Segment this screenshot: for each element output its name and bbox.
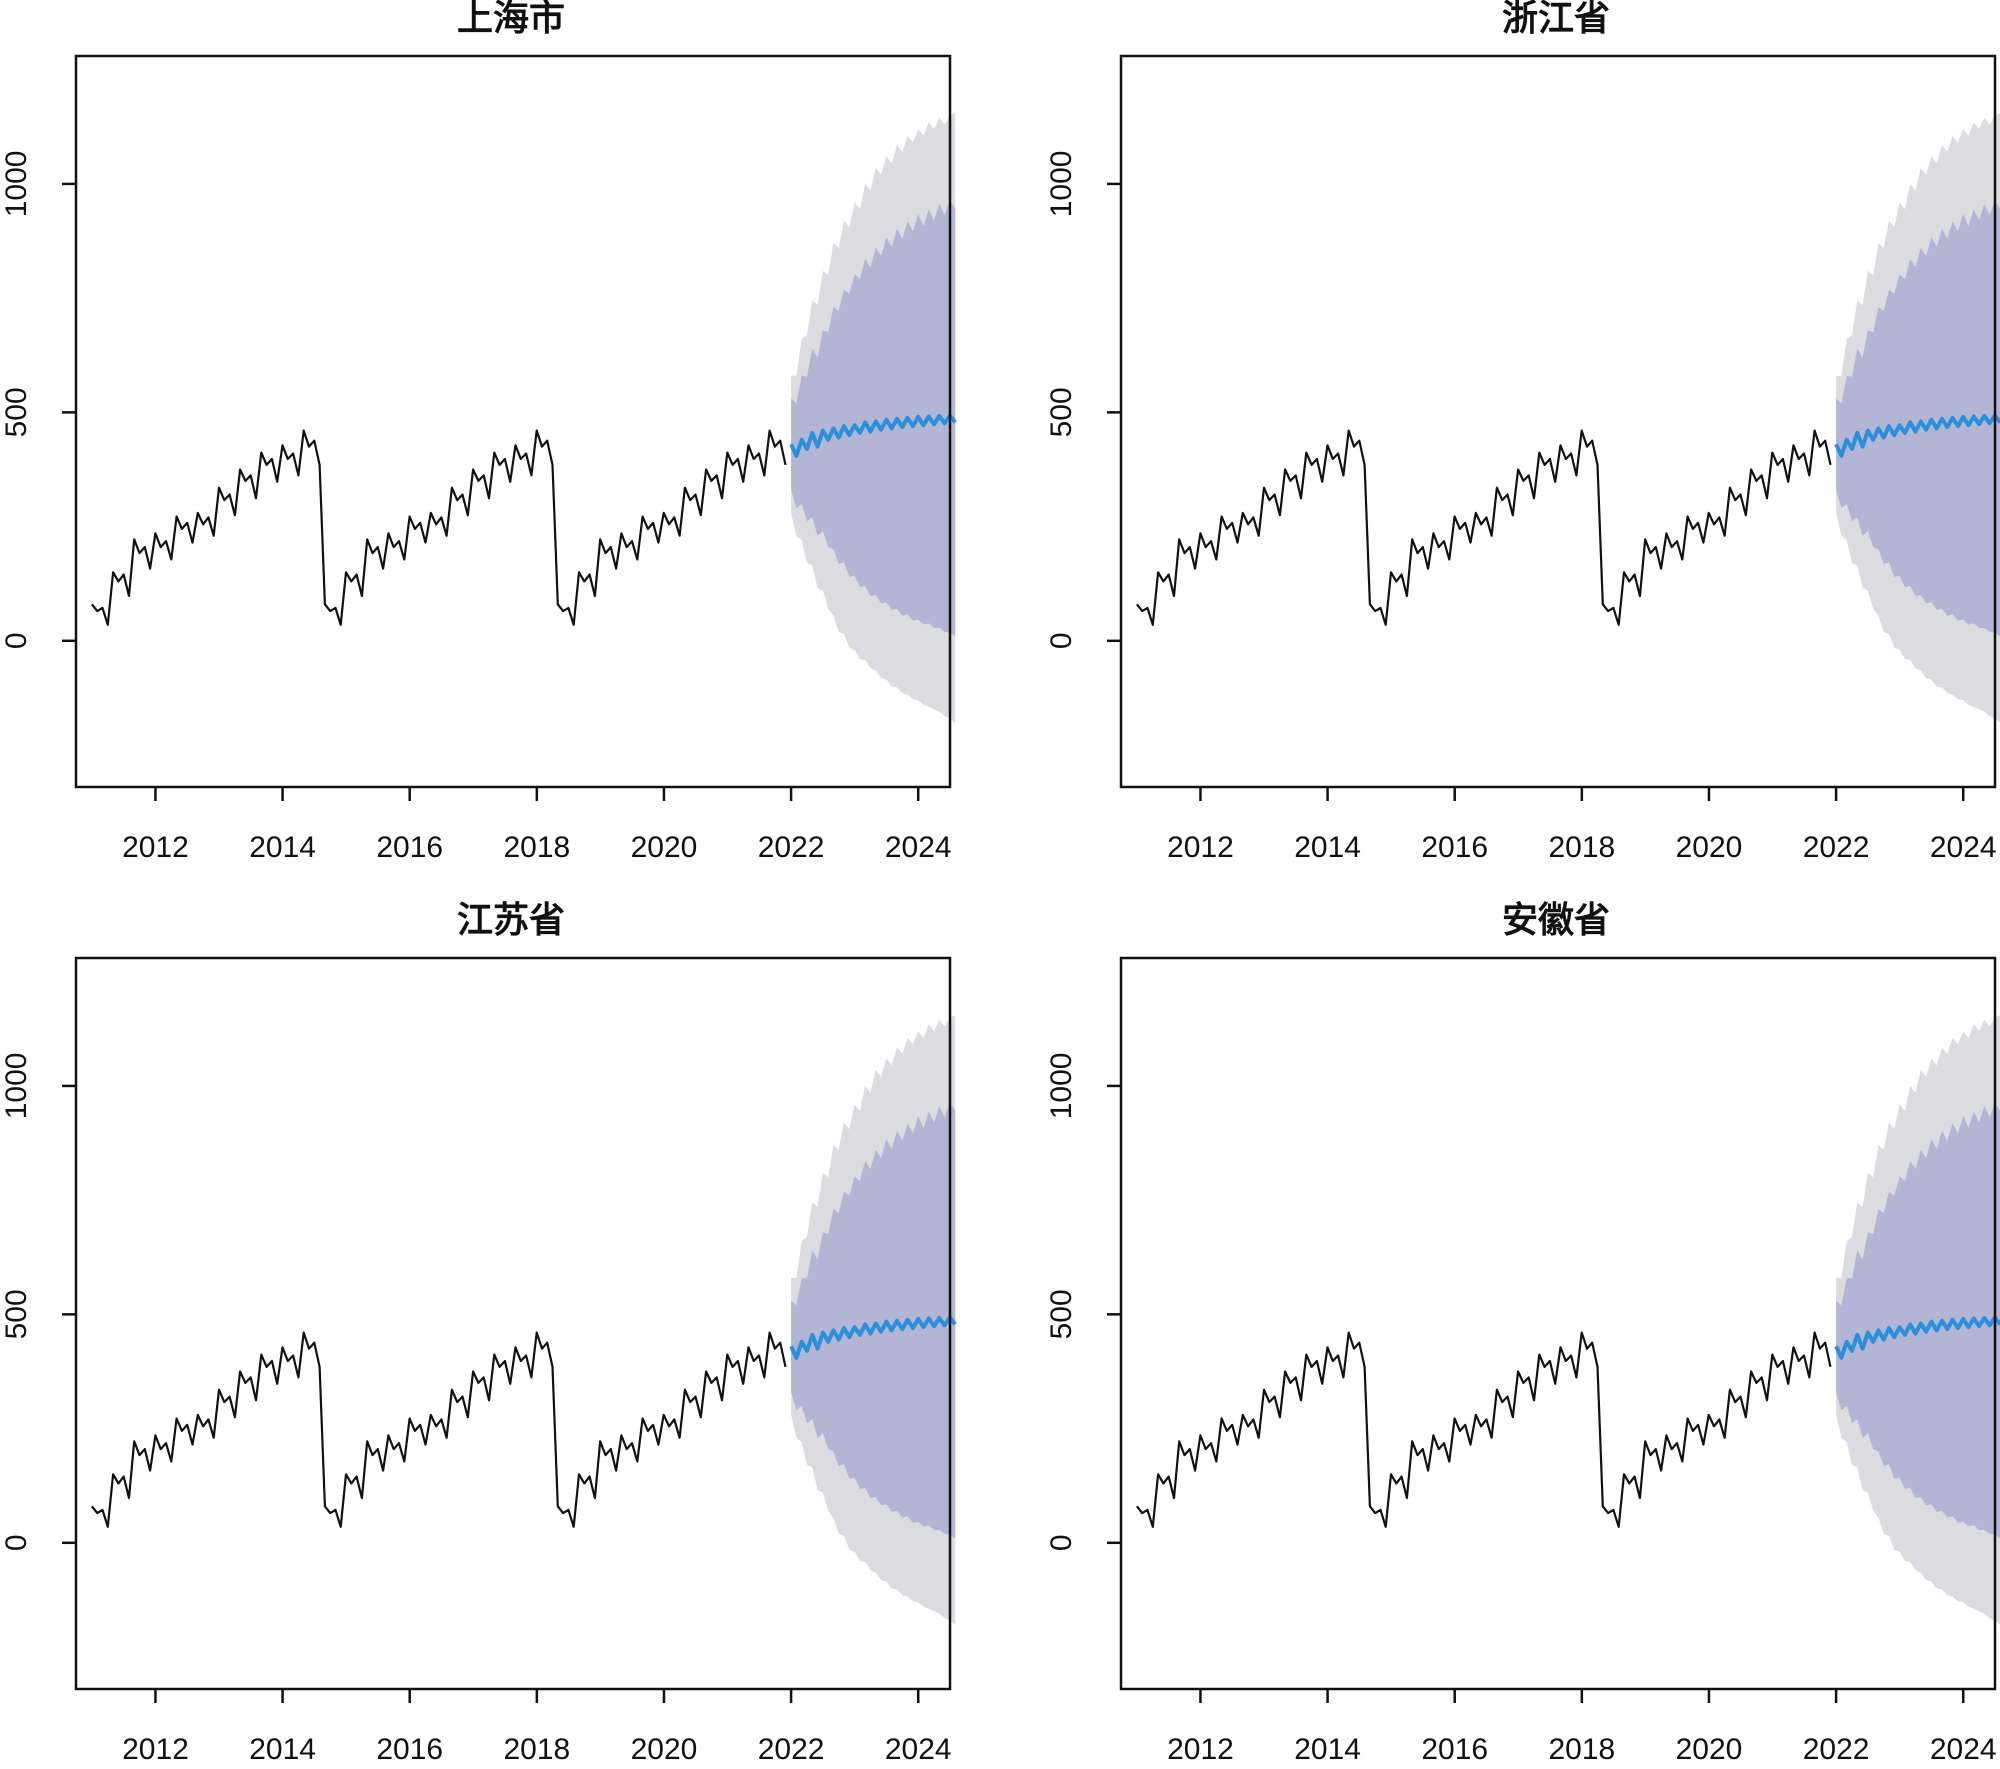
- x-axis: 2012 2014 2016 2018 2020 2022 2024: [1167, 1689, 1997, 1766]
- forecast-series-line: [1834, 1315, 2000, 1360]
- x-tick-label: 2018: [503, 1733, 570, 1766]
- forecast-interval-80-band: [791, 200, 956, 637]
- y-tick-label: 0: [1045, 1534, 1078, 1551]
- plot-area: [1136, 1015, 2000, 1625]
- y-tick-label: 500: [1045, 387, 1078, 437]
- x-tick-label: 2012: [1167, 1733, 1234, 1766]
- y-tick-label: 500: [0, 1289, 33, 1339]
- y-tick-label: 0: [0, 1534, 33, 1551]
- x-tick-label: 2016: [376, 1733, 443, 1766]
- plot-frame: [74, 956, 952, 1691]
- x-tick-label: 2012: [122, 1733, 189, 1766]
- x-tick-label: 2022: [1803, 1733, 1870, 1766]
- x-tick-label: 2014: [1294, 1733, 1361, 1766]
- x-axis: 2012 2014 2016 2018 2020 2022 2024: [122, 787, 952, 864]
- x-tick-label: 2024: [885, 1733, 952, 1766]
- x-tick-label: 2016: [376, 831, 443, 864]
- x-axis: 2012 2014 2016 2018 2020 2022 2024: [122, 1689, 952, 1766]
- x-tick-label: 2018: [503, 831, 570, 864]
- plot-area: [91, 113, 957, 724]
- plot-area: [1136, 113, 2000, 723]
- y-tick-label: 1000: [0, 151, 33, 218]
- x-tick-label: 2024: [885, 831, 952, 864]
- x-tick-label: 2024: [1930, 831, 1997, 864]
- chart-svg-4: 安徽省 2012 2014 2016 2018 2020 2022 2024 0…: [1045, 899, 2000, 1766]
- x-tick-label: 2012: [1167, 831, 1234, 864]
- chart-title: 上海市: [457, 0, 565, 39]
- x-tick-label: 2022: [758, 831, 825, 864]
- x-tick-label: 2014: [1294, 831, 1361, 864]
- x-axis: 2012 2014 2016 2018 2020 2022 2024: [1167, 787, 1997, 864]
- observed-series-line: [1136, 429, 1832, 626]
- forecast-interval-80-band: [1836, 1102, 2000, 1539]
- y-tick-label: 0: [0, 632, 33, 649]
- x-tick-label: 2018: [1548, 831, 1615, 864]
- observed-series-line: [91, 1331, 787, 1528]
- x-tick-label: 2020: [1676, 1733, 1743, 1766]
- forecast-series-line: [789, 1315, 957, 1360]
- y-axis: 0 500 1000: [0, 1053, 76, 1551]
- y-tick-label: 500: [0, 387, 33, 437]
- y-tick-label: 0: [1045, 632, 1078, 649]
- x-tick-label: 2016: [1421, 831, 1488, 864]
- plot-area: [91, 1015, 957, 1625]
- x-tick-label: 2014: [249, 1733, 316, 1766]
- x-tick-label: 2012: [122, 831, 189, 864]
- observed-series-line: [91, 429, 787, 626]
- x-tick-label: 2016: [1421, 1733, 1488, 1766]
- x-tick-label: 2018: [1548, 1733, 1615, 1766]
- x-tick-label: 2022: [1803, 831, 1870, 864]
- x-tick-label: 2020: [631, 1733, 698, 1766]
- x-tick-label: 2014: [249, 831, 316, 864]
- plot-frame: [1119, 956, 1997, 1691]
- chart-panel-1: 上海市 2012 2014 2016 2018 2020 2022 2024 0…: [0, 0, 1000, 885]
- y-tick-label: 1000: [1045, 151, 1078, 218]
- forecast-series-line: [1834, 413, 2000, 458]
- y-axis: 0 500 1000: [0, 151, 76, 649]
- forecast-interval-80-band: [791, 1102, 956, 1539]
- chart-panel-3: 江苏省 2012 2014 2016 2018 2020 2022 2024 0…: [0, 899, 1000, 1769]
- forecast-interval-80-band: [1836, 200, 2000, 637]
- y-axis: 0 500 1000: [1045, 151, 1121, 649]
- x-tick-label: 2020: [1676, 831, 1743, 864]
- chart-title: 浙江省: [1502, 0, 1610, 39]
- x-tick-label: 2024: [1930, 1733, 1997, 1766]
- forecast-series-line: [789, 413, 957, 458]
- chart-svg-3: 江苏省 2012 2014 2016 2018 2020 2022 2024 0…: [0, 899, 957, 1766]
- chart-svg-2: 浙江省 2012 2014 2016 2018 2020 2022 2024 0…: [1045, 0, 2000, 864]
- plot-frame: [74, 54, 952, 789]
- chart-title: 安徽省: [1502, 899, 1610, 941]
- y-tick-label: 1000: [0, 1053, 33, 1120]
- y-tick-label: 1000: [1045, 1053, 1078, 1120]
- chart-panel-2: 浙江省 2012 2014 2016 2018 2020 2022 2024 0…: [1045, 0, 2000, 885]
- y-tick-label: 500: [1045, 1289, 1078, 1339]
- x-tick-label: 2020: [631, 831, 698, 864]
- observed-series-line: [1136, 1331, 1832, 1528]
- chart-title: 江苏省: [457, 899, 565, 941]
- chart-svg-1: 上海市 2012 2014 2016 2018 2020 2022 2024 0…: [0, 0, 957, 864]
- chart-panel-4: 安徽省 2012 2014 2016 2018 2020 2022 2024 0…: [1045, 899, 2000, 1769]
- x-tick-label: 2022: [758, 1733, 825, 1766]
- plot-frame: [1119, 54, 1997, 789]
- y-axis: 0 500 1000: [1045, 1053, 1121, 1551]
